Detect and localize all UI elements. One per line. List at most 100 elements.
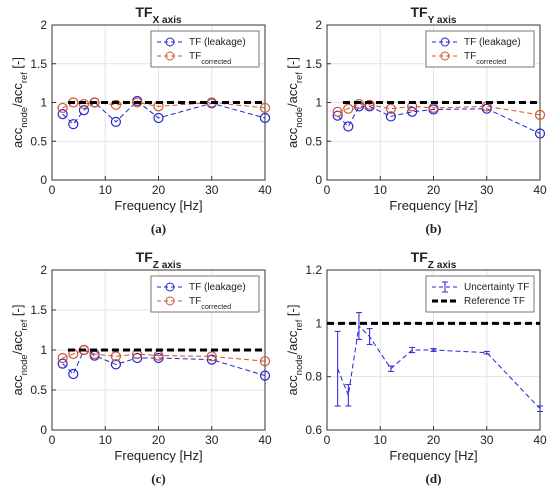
y-axis-label-part: /acc bbox=[10, 83, 25, 107]
data-point bbox=[364, 99, 375, 110]
y-tick-label: 1 bbox=[315, 96, 322, 110]
y-axis-label-part: [-] bbox=[10, 305, 25, 320]
legend-label-part: corrected bbox=[201, 302, 231, 311]
error-bar bbox=[334, 330, 341, 407]
data-point bbox=[343, 121, 354, 132]
data-point bbox=[110, 351, 122, 362]
y-tick-label: 1 bbox=[40, 343, 47, 357]
legend-label-part: TF bbox=[189, 51, 201, 62]
y-tick-label: 2 bbox=[40, 263, 47, 277]
chart-title-part: TF bbox=[135, 4, 153, 20]
y-axis-label: accnode/accref [-] bbox=[285, 57, 304, 148]
x-axis-label: Frequency [Hz] bbox=[114, 198, 202, 213]
y-tick-label: 0 bbox=[40, 423, 47, 437]
data-point bbox=[57, 352, 68, 364]
data-point bbox=[206, 351, 217, 362]
plot-frame bbox=[51, 269, 266, 431]
y-tick-label: 0 bbox=[315, 173, 322, 187]
legend-label-part: corrected bbox=[476, 57, 506, 66]
legend-box bbox=[425, 30, 535, 68]
legend-marker bbox=[440, 51, 450, 61]
series-line bbox=[337, 105, 541, 134]
data-point bbox=[110, 116, 122, 127]
chart-title: TFZ axis bbox=[411, 249, 457, 271]
legend-label-part: TF bbox=[189, 296, 201, 307]
error-bar bbox=[366, 328, 373, 346]
y-axis-label-part: ref bbox=[19, 72, 29, 83]
error-bar bbox=[387, 365, 394, 372]
series-line bbox=[62, 349, 266, 377]
data-point bbox=[259, 112, 271, 124]
data-point bbox=[385, 111, 396, 122]
legend-label: TF (leakage) bbox=[189, 37, 246, 48]
panel-label: (a) bbox=[151, 221, 166, 236]
x-tick-label: 30 bbox=[205, 433, 219, 447]
legend-box bbox=[150, 275, 260, 313]
data-point bbox=[332, 106, 343, 117]
x-tick-label: 30 bbox=[480, 433, 494, 447]
data-point bbox=[57, 358, 68, 369]
y-tick-label: 0.8 bbox=[305, 370, 322, 384]
x-tick-label: 40 bbox=[533, 183, 547, 197]
y-tick-label: 0.5 bbox=[305, 134, 322, 148]
panel-label: (b) bbox=[426, 221, 442, 236]
x-tick-label: 10 bbox=[374, 183, 388, 197]
y-axis-label-part: node bbox=[19, 107, 29, 128]
legend-label: TFcorrected bbox=[464, 51, 506, 66]
error-bar bbox=[409, 346, 416, 354]
x-axis-label: Frequency [Hz] bbox=[389, 198, 477, 213]
x-tick-label: 40 bbox=[258, 183, 272, 197]
error-bar bbox=[430, 348, 437, 352]
chart-title-part: TF bbox=[410, 4, 428, 20]
y-tick-label: 1.5 bbox=[30, 57, 47, 71]
y-axis-label-part: [-] bbox=[10, 57, 25, 72]
legend-box bbox=[425, 275, 535, 313]
data-point bbox=[68, 119, 79, 130]
chart-title: TFX axis bbox=[135, 4, 182, 26]
chart-panel: 0.6 0.8 1 1.2 0 10 20 30 40 TFZ axis Frequency [Hz… bbox=[285, 249, 547, 486]
error-bar bbox=[483, 350, 490, 355]
x-axis-label: Frequency [Hz] bbox=[114, 448, 202, 463]
legend-label: Reference TF bbox=[464, 296, 525, 307]
y-axis-label-part: acc bbox=[285, 127, 300, 148]
data-point bbox=[57, 109, 68, 120]
data-point bbox=[153, 112, 164, 124]
x-tick-label: 0 bbox=[324, 433, 331, 447]
y-axis-label-part: ref bbox=[294, 72, 304, 83]
x-tick-label: 0 bbox=[49, 183, 56, 197]
x-tick-label: 20 bbox=[427, 433, 441, 447]
panel-label: (c) bbox=[151, 471, 165, 486]
y-axis-label-part: node bbox=[294, 354, 304, 375]
y-axis-label-part: ref bbox=[294, 319, 304, 330]
x-tick-label: 30 bbox=[480, 183, 494, 197]
legend-label: Uncertainty TF bbox=[464, 282, 529, 293]
data-point bbox=[259, 102, 271, 114]
data-point bbox=[534, 109, 546, 121]
x-tick-label: 10 bbox=[374, 433, 388, 447]
data-point bbox=[534, 128, 546, 139]
data-point bbox=[206, 354, 217, 365]
data-point bbox=[259, 370, 271, 381]
data-point bbox=[68, 368, 79, 380]
chart-title-part: TF bbox=[411, 249, 429, 265]
data-point bbox=[132, 97, 143, 108]
y-axis-label-part: acc bbox=[285, 375, 300, 396]
y-tick-label: 1.5 bbox=[305, 57, 322, 71]
legend-label: TFcorrected bbox=[189, 51, 231, 66]
x-tick-label: 10 bbox=[99, 433, 113, 447]
data-point bbox=[110, 99, 122, 110]
y-tick-label: 1 bbox=[315, 316, 322, 330]
panel-label: (d) bbox=[426, 471, 442, 486]
y-axis-label-part: /acc bbox=[285, 330, 300, 354]
chart-title-part: TF bbox=[136, 249, 154, 265]
data-point bbox=[353, 98, 365, 110]
error-bar bbox=[537, 405, 543, 412]
legend-marker bbox=[165, 51, 175, 61]
legend-marker bbox=[165, 296, 175, 306]
chart-title: TFZ axis bbox=[136, 249, 182, 271]
data-point bbox=[259, 356, 271, 367]
y-axis-label-part: ref bbox=[19, 319, 29, 330]
